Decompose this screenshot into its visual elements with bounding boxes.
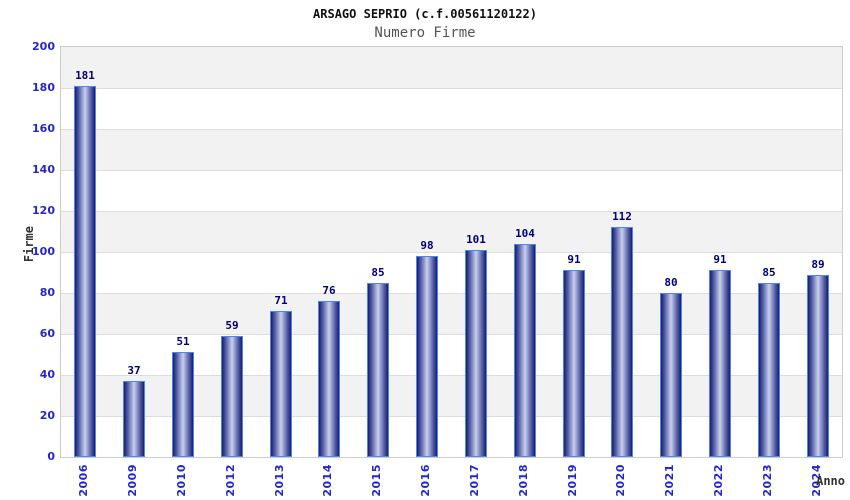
- x-tick-label: 2023: [761, 464, 774, 497]
- bar-value-label: 98: [420, 239, 434, 252]
- x-tick-label: 2014: [321, 464, 334, 497]
- bar-value-label: 80: [664, 276, 678, 289]
- y-tick-label: 180: [32, 81, 55, 94]
- y-tick-label: 0: [47, 450, 55, 463]
- gridline: [61, 211, 842, 212]
- grid-band: [61, 88, 842, 129]
- bar-value-label: 112: [612, 210, 632, 223]
- x-tick-label: 2009: [126, 464, 139, 497]
- x-tick-label: 2006: [77, 464, 90, 497]
- bar: [172, 352, 194, 457]
- gridline: [61, 375, 842, 376]
- bar-value-label: 71: [274, 294, 288, 307]
- bar: [367, 283, 389, 457]
- bar: [709, 270, 731, 457]
- plot-area: [60, 46, 843, 458]
- bar: [123, 381, 145, 457]
- bar-value-label: 181: [75, 69, 95, 82]
- grid-band: [61, 211, 842, 252]
- bar: [611, 227, 633, 457]
- bar-value-label: 37: [127, 364, 141, 377]
- x-tick-label: 2022: [712, 464, 725, 497]
- gridline: [61, 334, 842, 335]
- bar-value-label: 51: [176, 335, 190, 348]
- gridline: [61, 416, 842, 417]
- bar: [563, 270, 585, 457]
- x-tick-label: 2020: [614, 464, 627, 497]
- bar-value-label: 91: [567, 253, 581, 266]
- bar: [758, 283, 780, 457]
- bar: [74, 86, 96, 457]
- bar: [807, 275, 829, 457]
- bar: [416, 256, 438, 457]
- x-tick-label: 2016: [419, 464, 432, 497]
- y-tick-label: 20: [39, 409, 55, 422]
- x-tick-label: 2010: [175, 464, 188, 497]
- bar-value-label: 91: [713, 253, 727, 266]
- bar-value-label: 76: [322, 284, 336, 297]
- y-tick-label: 200: [32, 40, 55, 53]
- bar-value-label: 89: [811, 258, 825, 271]
- bar-value-label: 85: [762, 266, 776, 279]
- x-tick-label: 2013: [273, 464, 286, 497]
- grid-band: [61, 129, 842, 170]
- chart-subtitle: Numero Firme: [374, 25, 476, 41]
- chart-title: ARSAGO SEPRIO (c.f.00561120122): [313, 7, 537, 21]
- x-tick-label: 2021: [663, 464, 676, 497]
- gridline: [61, 88, 842, 89]
- bar: [514, 244, 536, 457]
- x-axis-title: Anno: [816, 474, 845, 488]
- bar: [318, 301, 340, 457]
- y-tick-label: 40: [39, 368, 55, 381]
- x-tick-label: 2012: [224, 464, 237, 497]
- bar-value-label: 59: [225, 319, 239, 332]
- bar: [465, 250, 487, 457]
- bar: [270, 311, 292, 457]
- x-tick-label: 2017: [468, 464, 481, 497]
- grid-band: [61, 47, 842, 88]
- y-tick-label: 160: [32, 122, 55, 135]
- bar: [660, 293, 682, 457]
- bar-value-label: 85: [371, 266, 385, 279]
- gridline: [61, 252, 842, 253]
- gridline: [61, 170, 842, 171]
- plot-inner: [61, 47, 842, 457]
- y-tick-label: 140: [32, 163, 55, 176]
- y-tick-label: 60: [39, 327, 55, 340]
- grid-band: [61, 170, 842, 211]
- y-tick-label: 120: [32, 204, 55, 217]
- x-tick-label: 2015: [370, 464, 383, 497]
- y-tick-label: 80: [39, 286, 55, 299]
- y-tick-label: 100: [32, 245, 55, 258]
- bar-value-label: 101: [466, 233, 486, 246]
- gridline: [61, 293, 842, 294]
- x-tick-label: 2018: [517, 464, 530, 497]
- bar-value-label: 104: [515, 227, 535, 240]
- x-tick-label: 2019: [566, 464, 579, 497]
- gridline: [61, 129, 842, 130]
- bar: [221, 336, 243, 457]
